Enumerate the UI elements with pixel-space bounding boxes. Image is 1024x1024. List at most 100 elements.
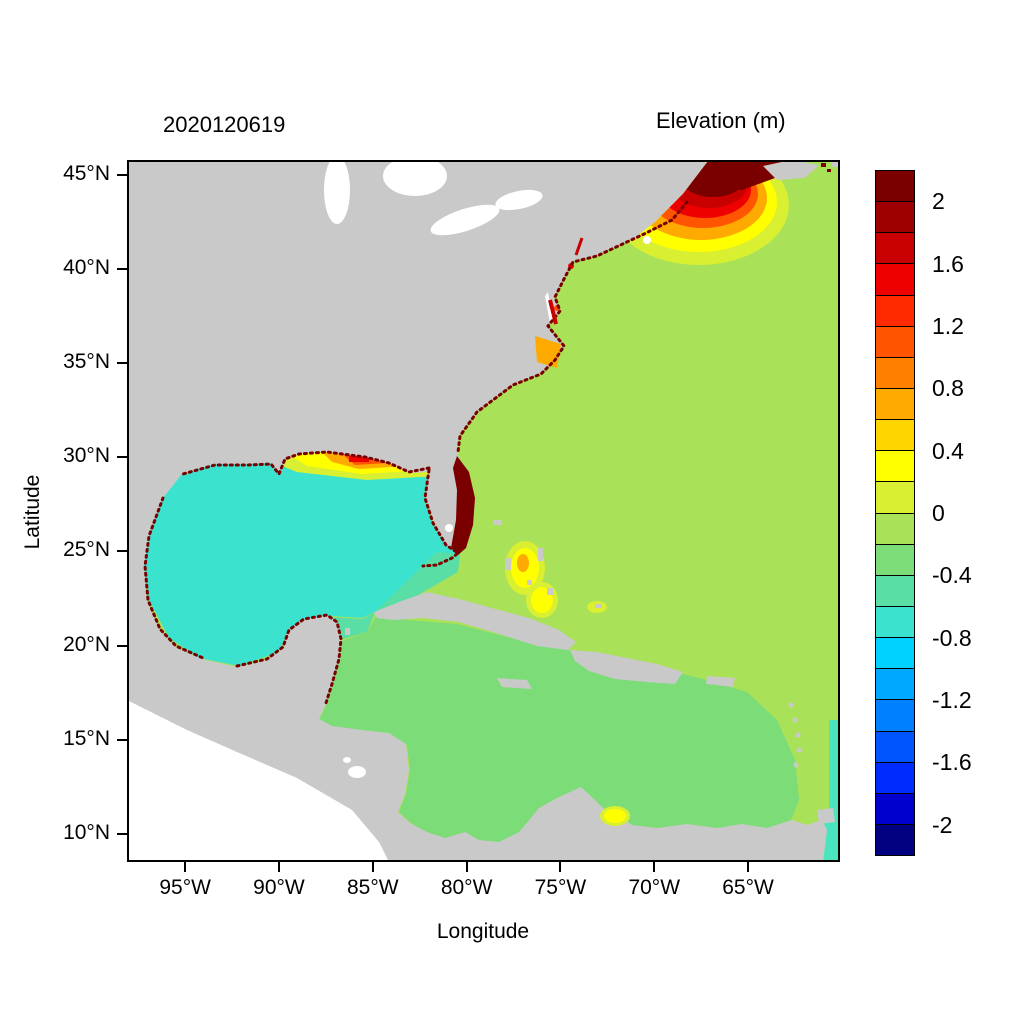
puerto-rico xyxy=(706,676,735,687)
gulf-coast-red-core xyxy=(349,456,369,462)
colorbar-segment xyxy=(876,824,914,856)
colorbar-tick-label: 0.4 xyxy=(932,437,964,464)
andros xyxy=(505,558,511,570)
colorbar-segment xyxy=(876,793,914,825)
colorbar xyxy=(875,170,915,856)
colorbar-segment xyxy=(876,357,914,389)
colorbar-tick-label: -2 xyxy=(932,811,953,838)
colorbar-title: Elevation (m) xyxy=(656,108,786,133)
colorbar-tick-label: -1.2 xyxy=(932,687,972,714)
y-tick-label: 45°N xyxy=(63,162,110,186)
antilles-island-4 xyxy=(796,747,802,753)
x-tick-mark xyxy=(747,862,750,872)
antilles-island-2 xyxy=(792,717,798,723)
y-tick-label: 15°N xyxy=(63,726,110,750)
lake-managua xyxy=(343,757,351,763)
hispaniola xyxy=(570,650,683,684)
pacific-ocean-blank xyxy=(127,700,389,862)
y-tick-mark xyxy=(117,362,127,365)
grand-bahama xyxy=(493,520,502,525)
x-tick-label: 65°W xyxy=(722,876,774,899)
y-tick-mark xyxy=(117,644,127,647)
pei-speck xyxy=(832,162,840,167)
y-tick-label: 25°N xyxy=(63,538,110,562)
colorbar-segment xyxy=(876,638,914,670)
colorbar-tick-label: 2 xyxy=(932,188,945,215)
colorbar-tick-label: -0.4 xyxy=(932,562,972,589)
y-tick-label: 10°N xyxy=(63,820,110,844)
x-tick-mark xyxy=(653,862,656,872)
colorbar-tick-label: 1.6 xyxy=(932,250,964,277)
eleuthera xyxy=(538,548,543,561)
nova-scotia xyxy=(763,160,819,180)
y-tick-mark xyxy=(117,174,127,177)
antilles-island-3 xyxy=(795,732,801,738)
colorbar-segment xyxy=(876,482,914,514)
y-tick-mark xyxy=(117,832,127,835)
plot-frame xyxy=(127,160,840,862)
caribbean-sea xyxy=(319,615,799,843)
colorbar-segment xyxy=(876,264,914,296)
colorbar-segment xyxy=(876,669,914,701)
cuba xyxy=(374,592,576,650)
map-plot xyxy=(127,156,840,862)
florida-straits xyxy=(375,552,460,612)
chesapeake-red-streak xyxy=(548,299,558,325)
colorbar-tick-label: 0.8 xyxy=(932,375,964,402)
gulf-north-speckles xyxy=(181,450,431,477)
date-label: 2020120619 xyxy=(163,112,286,137)
colorbar-segment xyxy=(876,575,914,607)
hudson-red-streak xyxy=(574,237,584,256)
colorbar-segment xyxy=(876,544,914,576)
colorbar-segment xyxy=(876,700,914,732)
colorbar-segment xyxy=(876,171,914,203)
maine-white-dot xyxy=(643,236,651,244)
y-tick-mark xyxy=(117,738,127,741)
lake-ontario xyxy=(495,189,543,211)
north-central-south-america-land xyxy=(127,160,827,862)
colorbar-segment xyxy=(876,731,914,763)
east-edge-strip xyxy=(822,720,840,862)
lake-michigan xyxy=(324,156,350,224)
x-tick-label: 90°W xyxy=(253,876,305,899)
x-tick-mark xyxy=(371,862,374,872)
colorbar-segment xyxy=(876,233,914,265)
florida-west-speckles xyxy=(421,468,461,568)
colorbar-segment xyxy=(876,420,914,452)
x-tick-mark xyxy=(559,862,562,872)
bahama-cay-2 xyxy=(527,580,532,585)
x-tick-mark xyxy=(465,862,468,872)
cozumel xyxy=(345,628,350,635)
x-axis-label: Longitude xyxy=(436,920,530,943)
x-tick-label: 80°W xyxy=(440,876,493,899)
x-tick-label: 85°W xyxy=(347,876,399,899)
x-tick-label: 95°W xyxy=(159,876,211,899)
map-svg xyxy=(127,156,840,862)
yucatan-speckles xyxy=(235,613,343,708)
colorbar-tick-label: -1.6 xyxy=(932,749,972,776)
turks-caicos xyxy=(595,604,602,608)
gulf-of-mexico xyxy=(127,442,460,666)
colorbar-segment xyxy=(876,326,914,358)
colorbar-segment xyxy=(876,295,914,327)
y-tick-label: 40°N xyxy=(63,256,110,280)
chesapeake-bay xyxy=(545,292,553,323)
venezuela-yellow xyxy=(604,809,626,823)
x-tick-label: 70°W xyxy=(628,876,681,899)
lake-erie xyxy=(430,204,500,236)
x-tick-mark xyxy=(184,862,187,872)
colorbar-tick-label: 0 xyxy=(932,500,945,526)
fundy-speck-2 xyxy=(827,169,831,172)
fundy-speck-1 xyxy=(821,163,826,167)
y-tick-label: 30°N xyxy=(63,444,110,468)
colorbar-tick-label: -0.8 xyxy=(932,624,972,651)
x-tick-mark xyxy=(277,862,280,872)
colorbar-tick-label: 1.2 xyxy=(932,312,964,339)
jamaica xyxy=(497,678,532,689)
colorbar-segment xyxy=(876,762,914,794)
bahamas-orange-core xyxy=(517,554,529,572)
antilles-island-1 xyxy=(788,702,794,708)
colorbar-segment xyxy=(876,513,914,545)
colorbar-segment xyxy=(876,388,914,421)
texas-mexico-speckles xyxy=(143,496,205,660)
